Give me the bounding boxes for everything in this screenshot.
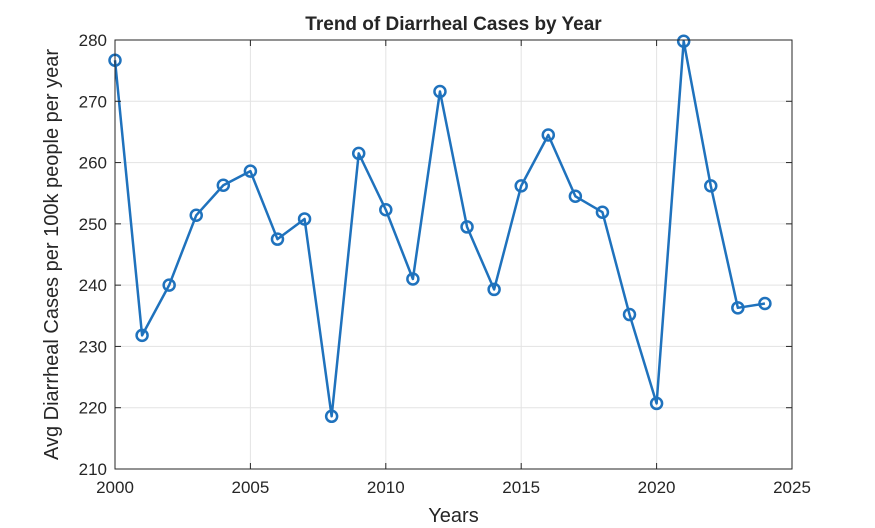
x-tick-label: 2025 [773,478,811,497]
axis-ticks: 2000 2005 2010 2015 2020 2025 210 220 230 240 250 2… [79,31,811,497]
data-point-marker [568,189,583,204]
y-tick-label: 270 [79,92,107,111]
y-axis-label: Avg Diarrheal Cases per 100k people per … [41,49,63,460]
x-axis-label: Years [428,505,478,527]
data-point-marker [189,208,203,223]
y-tick-label: 210 [79,460,107,479]
data-point-marker [758,296,772,311]
data-point-marker [487,282,501,297]
data-point-marker [541,128,556,142]
y-tick-label: 230 [79,337,107,356]
data-point-marker [704,179,718,193]
x-tick-label: 2020 [638,478,676,497]
x-tick-label: 2000 [96,478,134,497]
data-point-marker [162,278,176,292]
data-point-marker [135,328,149,343]
data-point-marker [406,272,420,286]
data-point-marker [270,232,285,246]
data-point-marker [379,203,393,217]
data-series [108,34,772,424]
data-point-marker [731,301,745,315]
data-point-marker [460,220,474,234]
x-tick-label: 2010 [367,478,405,497]
data-point-marker [324,409,339,424]
data-point-marker [433,84,447,99]
x-tick-label: 2015 [502,478,540,497]
data-point-marker [595,205,610,219]
data-point-marker [514,179,528,193]
data-point-marker [676,34,691,48]
data-point-marker [216,178,231,192]
data-point-marker [649,396,664,411]
data-point-marker [622,307,637,322]
data-point-marker [297,212,312,226]
y-tick-label: 220 [79,399,107,418]
plot-area-border [114,39,793,470]
y-tick-label: 250 [79,215,107,234]
data-point-marker [243,164,258,178]
data-point-marker [351,146,366,161]
x-tick-label: 2005 [231,478,269,497]
y-tick-label: 280 [79,31,107,50]
chart-title: Trend of Diarrheal Cases by Year [305,14,602,35]
y-tick-label: 260 [79,154,107,173]
y-tick-label: 240 [79,276,107,295]
series-line [113,39,766,418]
